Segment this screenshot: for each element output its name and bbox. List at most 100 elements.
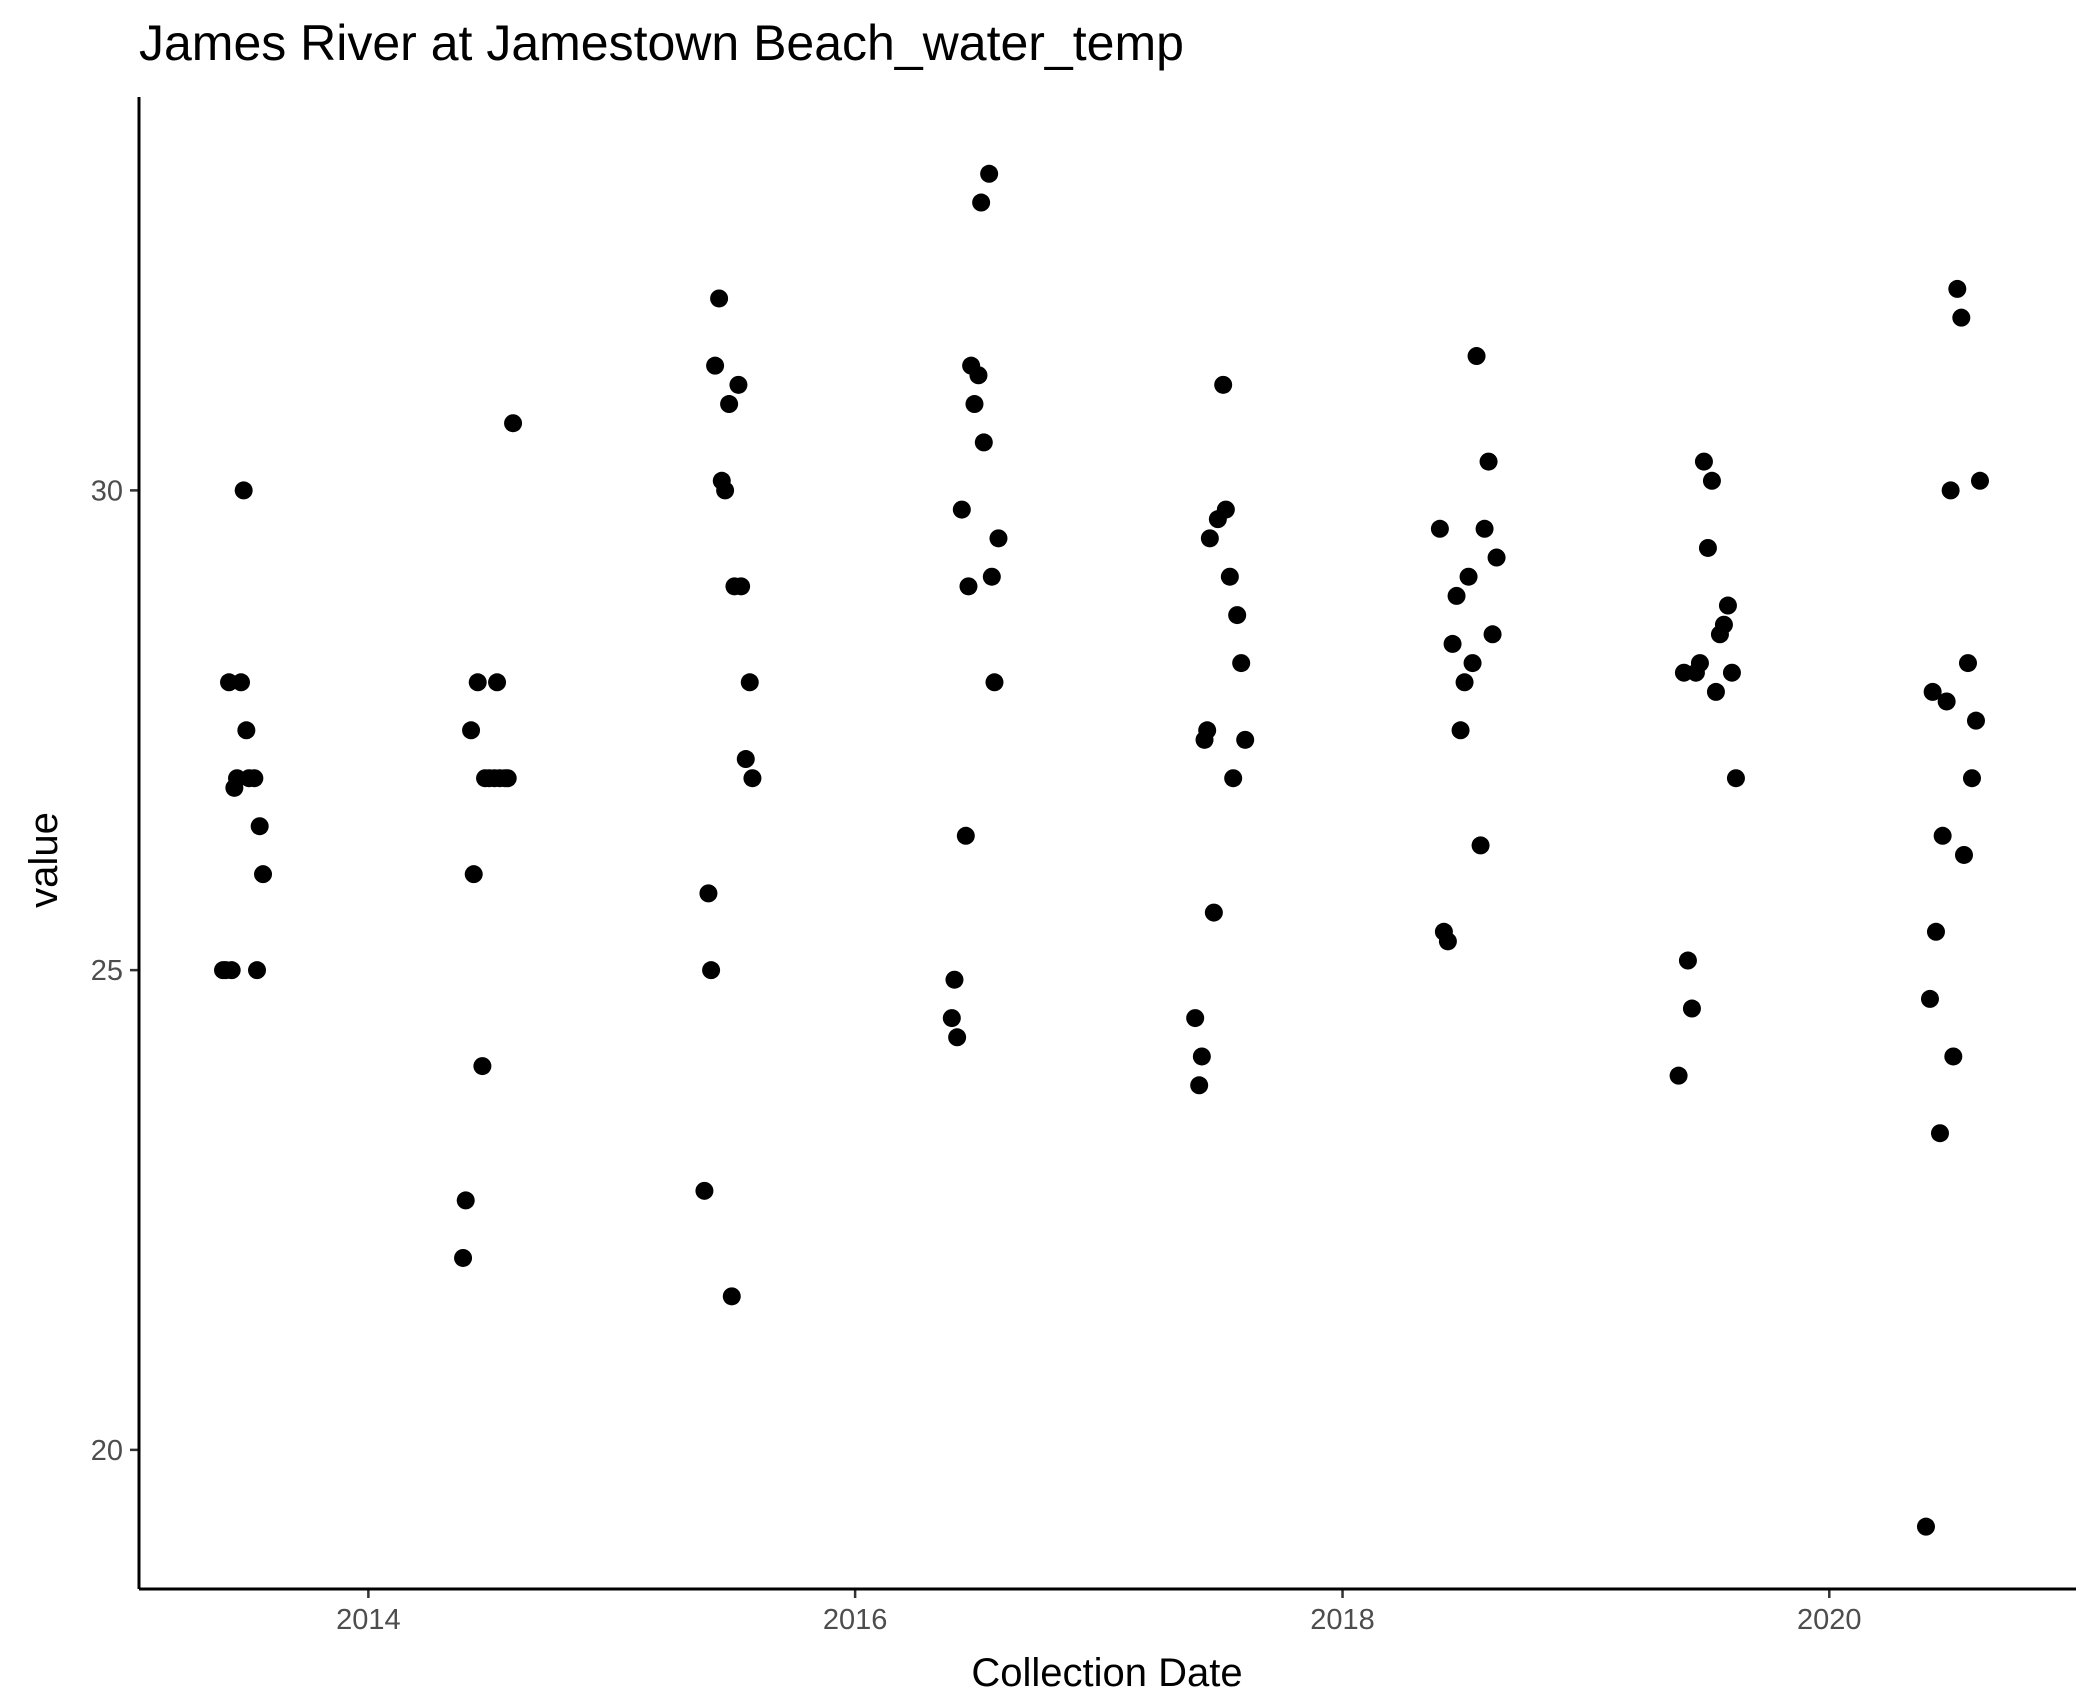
- data-point: [464, 865, 483, 884]
- data-point: [952, 500, 971, 519]
- data-point: [699, 884, 718, 903]
- data-point: [1954, 845, 1973, 864]
- data-point: [1920, 989, 1939, 1008]
- data-point: [1475, 519, 1494, 538]
- data-point: [473, 1057, 492, 1076]
- data-point: [1192, 1047, 1211, 1066]
- x-axis-title: Collection Date: [971, 1651, 1242, 1695]
- data-point: [1958, 654, 1977, 673]
- data-point: [504, 414, 523, 433]
- data-point: [716, 481, 735, 500]
- y-ticks: 20 25 30: [91, 475, 139, 1467]
- data-point: [982, 567, 1001, 586]
- y-tick-label: 30: [91, 475, 123, 507]
- data-point: [1198, 721, 1217, 740]
- data-point: [232, 673, 251, 692]
- data-point: [1236, 730, 1255, 749]
- data-point: [969, 366, 988, 385]
- data-point: [462, 721, 481, 740]
- data-point: [980, 164, 999, 183]
- points: [214, 164, 1989, 1536]
- data-point: [710, 289, 729, 308]
- data-point: [736, 750, 755, 769]
- data-point: [706, 356, 725, 375]
- data-point: [1944, 1047, 1963, 1066]
- data-point: [254, 865, 273, 884]
- data-point: [1962, 769, 1981, 788]
- data-point: [488, 673, 507, 692]
- data-point: [743, 769, 762, 788]
- data-point: [1682, 999, 1701, 1018]
- data-point: [1916, 1517, 1935, 1536]
- x-tick-label: 2018: [1310, 1604, 1375, 1636]
- data-point: [1479, 452, 1498, 471]
- x-tick-label: 2016: [823, 1604, 888, 1636]
- data-point: [1678, 951, 1697, 970]
- data-point: [1702, 471, 1721, 490]
- x-ticks: 2014 2016 2018 2020: [336, 1589, 1862, 1636]
- data-point: [1463, 654, 1482, 673]
- data-point: [1937, 692, 1956, 711]
- data-point: [454, 1248, 473, 1267]
- data-point: [1941, 481, 1960, 500]
- y-tick-label: 25: [91, 955, 123, 987]
- data-point: [1216, 500, 1235, 519]
- data-point: [1726, 769, 1745, 788]
- data-point: [959, 577, 978, 596]
- data-point: [1966, 711, 1985, 730]
- data-point: [456, 1191, 475, 1210]
- data-point: [250, 817, 269, 836]
- data-point: [1232, 654, 1251, 673]
- data-point: [1487, 548, 1506, 567]
- data-point: [1948, 279, 1967, 298]
- data-point: [1438, 932, 1457, 951]
- data-point: [1483, 625, 1502, 644]
- data-point: [1698, 538, 1717, 557]
- data-point: [1190, 1076, 1209, 1095]
- x-tick-label: 2020: [1797, 1604, 1862, 1636]
- chart-title: James River at Jamestown Beach_water_tem…: [139, 15, 1184, 71]
- data-point: [1694, 452, 1713, 471]
- data-point: [1204, 903, 1223, 922]
- data-point: [1220, 567, 1239, 586]
- data-point: [1923, 682, 1942, 701]
- data-point: [974, 433, 993, 452]
- data-point: [237, 721, 256, 740]
- data-point: [1467, 347, 1486, 366]
- data-point: [1970, 471, 1989, 490]
- data-point: [1443, 634, 1462, 653]
- data-point: [1228, 606, 1247, 625]
- y-tick-label: 20: [91, 1435, 123, 1467]
- data-point: [1926, 922, 1945, 941]
- data-point: [1714, 615, 1733, 634]
- data-point: [942, 1009, 961, 1028]
- data-point: [732, 577, 751, 596]
- data-point: [1706, 682, 1725, 701]
- data-point: [740, 673, 759, 692]
- data-point: [1471, 836, 1490, 855]
- data-point: [1930, 1124, 1949, 1143]
- data-point: [720, 395, 739, 414]
- data-point: [702, 961, 721, 980]
- data-point: [245, 769, 264, 788]
- data-point: [1459, 567, 1478, 586]
- data-point: [1722, 663, 1741, 682]
- data-point: [1952, 308, 1971, 327]
- data-point: [972, 193, 991, 212]
- data-point: [222, 961, 241, 980]
- data-point: [1718, 596, 1737, 615]
- data-point: [1451, 721, 1470, 740]
- data-point: [1669, 1066, 1688, 1085]
- data-point: [234, 481, 253, 500]
- data-point: [1200, 529, 1219, 548]
- data-point: [1430, 519, 1449, 538]
- data-point: [945, 970, 964, 989]
- x-tick-label: 2014: [336, 1604, 401, 1636]
- data-point: [498, 769, 517, 788]
- data-point: [468, 673, 487, 692]
- data-point: [1224, 769, 1243, 788]
- data-point: [956, 826, 975, 845]
- data-point: [1214, 375, 1233, 394]
- data-point: [948, 1028, 967, 1047]
